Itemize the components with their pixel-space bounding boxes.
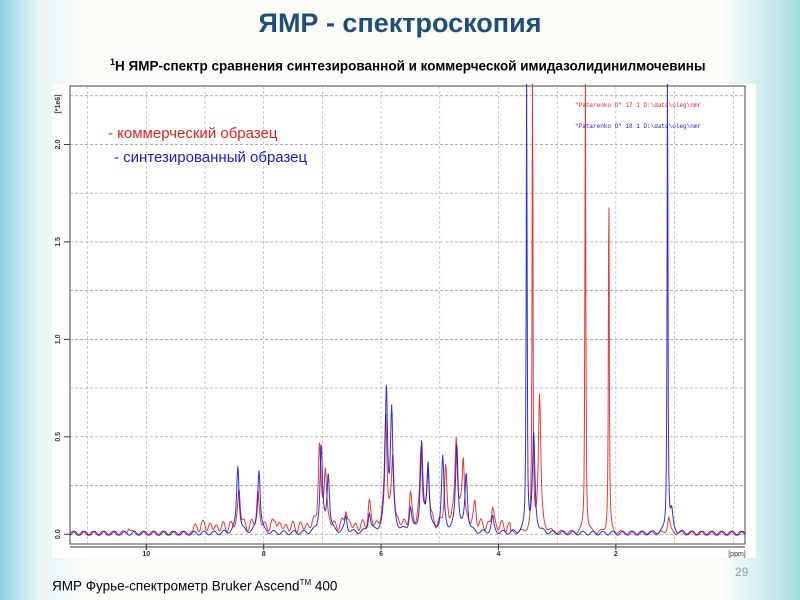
spectrum-commercial	[69, 84, 746, 536]
slide-subtitle: 1Н ЯМР-спектр сравнения синтезированной …	[110, 57, 706, 74]
nmr-spectrum-chart: 0.0 0.5 1.0 1.5 2.0 [*1e6] 10 8 6 4 2 [ppm] - коммер…	[52, 84, 756, 558]
subtitle-superscript: 1	[110, 57, 116, 67]
x-tick-label: 4	[497, 551, 501, 558]
y-tick-label: 1.5	[55, 237, 62, 247]
slide-title: ЯМР - спектроскопия	[258, 8, 542, 38]
footer-tail: 400	[311, 578, 338, 594]
x-tick-label: 2	[614, 551, 618, 558]
y-tick-label: 2.0	[55, 139, 62, 149]
footer-text: ЯМР Фурье-спектрометр Bruker Ascend	[52, 578, 300, 594]
spectrum-synthesized	[69, 84, 746, 536]
footer-superscript: TM	[299, 578, 312, 587]
x-tick-label: 10	[142, 551, 150, 558]
y-axis-label: [*1e6]	[55, 94, 62, 113]
y-tick-label: 1.0	[55, 334, 62, 344]
slide-footer: ЯМР Фурье-спектрометр Bruker AscendTM 40…	[52, 578, 337, 594]
x-tick-label: 6	[379, 551, 383, 558]
file-label: "Patarenko O" 18 1 D:\data\oleg\nmr	[575, 123, 701, 130]
y-tick-label: 0.5	[55, 432, 62, 442]
page-number: 29	[735, 565, 749, 579]
x-tick-label: 8	[262, 551, 266, 558]
y-tick-label: 0.0	[55, 529, 62, 539]
legend-annotation: - коммерческий образец	[108, 125, 278, 142]
file-label: "Patarenko O" 17 1 D:\data\oleg\nmr	[575, 102, 701, 109]
subtitle-text: Н ЯМР-спектр сравнения синтезированной и…	[115, 58, 706, 74]
x-axis-label: [ppm]	[728, 551, 746, 558]
legend-annotation: - синтезированный образец	[114, 149, 308, 166]
plot-frame	[69, 85, 746, 545]
